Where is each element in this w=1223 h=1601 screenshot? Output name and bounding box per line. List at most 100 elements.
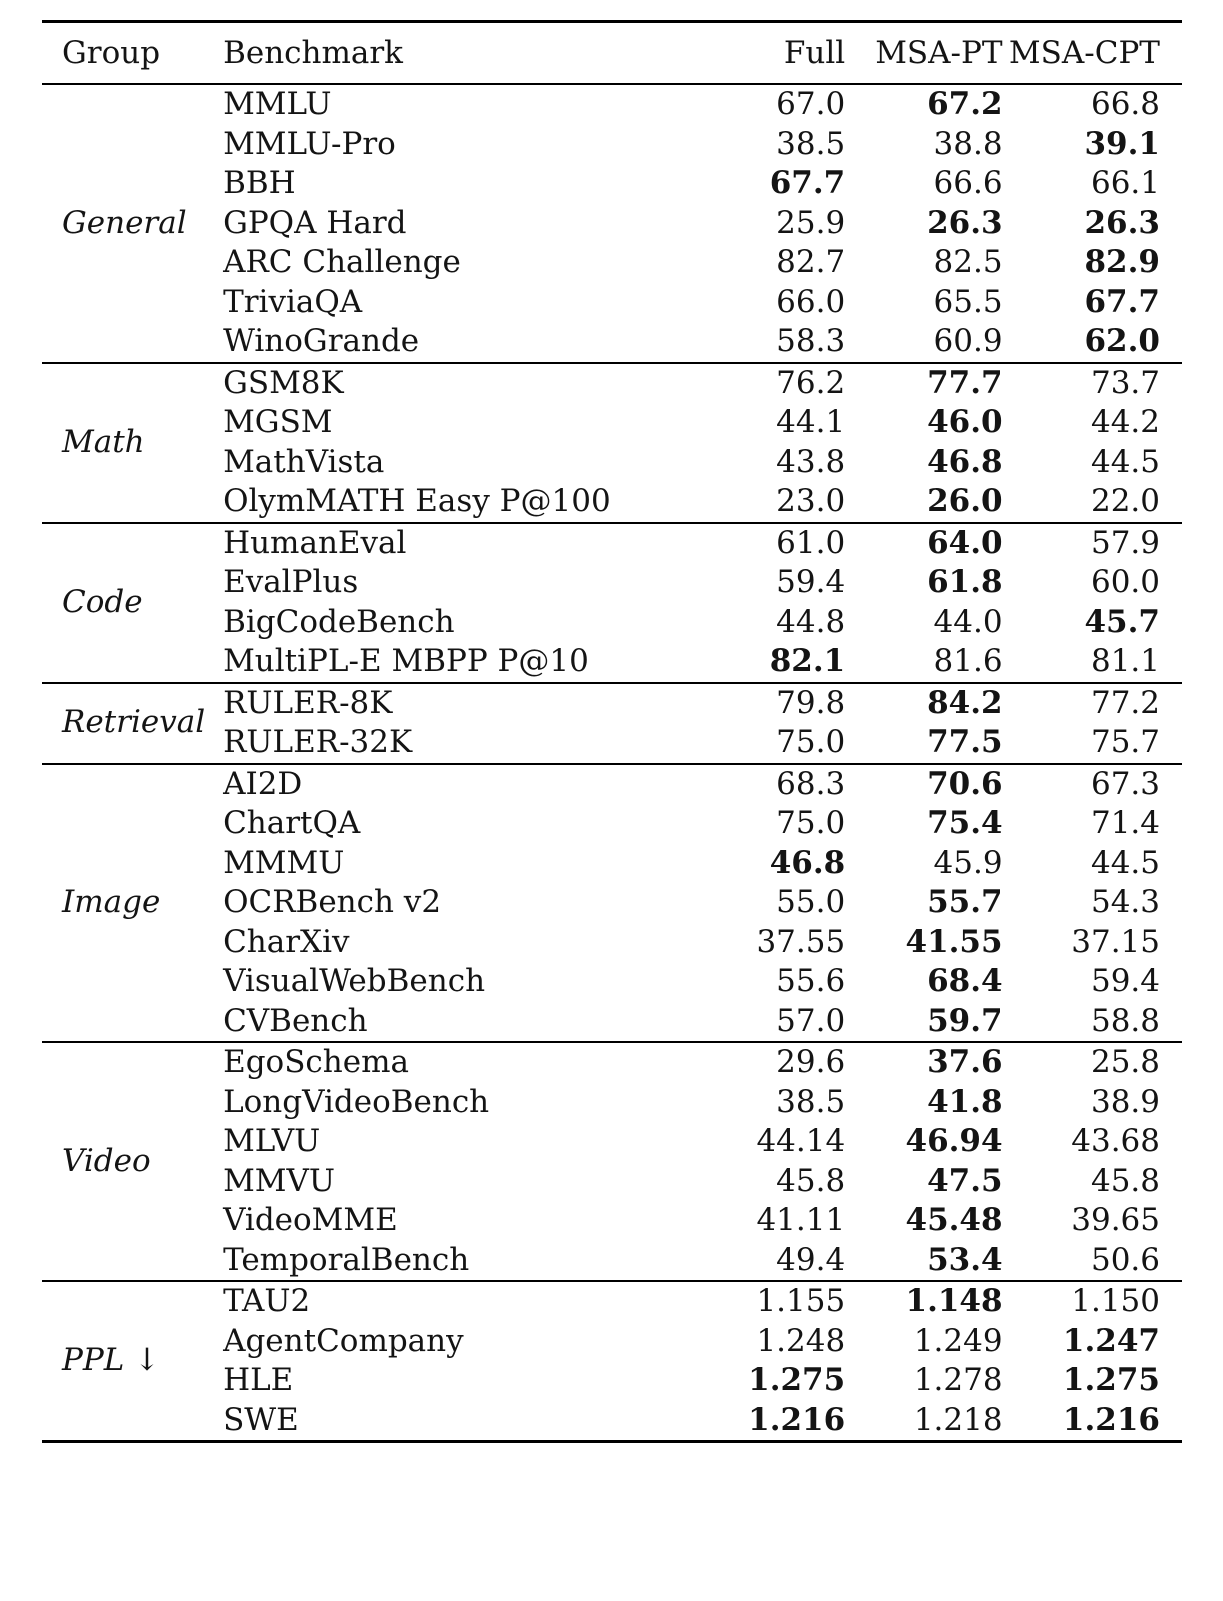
score-full: 23.0 (776, 483, 846, 519)
score-full: 46.8 (769, 844, 846, 881)
score-full: 57.0 (776, 1002, 846, 1039)
table-row: VisualWebBench 55.6 68.4 59.4 (42, 962, 1182, 1002)
score-msa-pt: 67.2 (927, 86, 1003, 122)
score-msa-pt: 68.4 (927, 963, 1003, 999)
benchmark-name: RULER-32K (223, 724, 413, 760)
score-msa-pt: 46.94 (905, 1123, 1003, 1159)
table-row: General MMLU 67.0 67.2 66.8 (42, 83, 1182, 363)
benchmark-name: MMLU (223, 86, 332, 122)
header-group: Group (42, 21, 224, 85)
benchmark-name: TriviaQA (223, 283, 363, 320)
group-section: Retrieval RULER-8K 79.8 84.2 77.2 RULER-32K 75… (42, 681, 1182, 764)
benchmark-name: SWE (223, 1400, 668, 1443)
benchmark-name: EvalPlus (223, 564, 359, 600)
score-msa-cpt: 59.4 (1090, 963, 1160, 999)
benchmark-name: AgentCompany (223, 1322, 464, 1359)
score-msa-cpt: 45.8 (1090, 1162, 1160, 1199)
score-full: 66.0 (776, 283, 846, 320)
score-full: 82.7 (776, 244, 846, 280)
score-full: 67.0 (776, 86, 846, 122)
benchmark-name: VideoMME (223, 1202, 398, 1238)
benchmark-name: MMMU (223, 844, 345, 881)
score-msa-cpt: 45.7 (1084, 603, 1160, 640)
score-msa-cpt: 43.68 (1071, 1123, 1160, 1159)
header-msa-cpt: MSA-CPT (1002, 21, 1182, 85)
table-row: MLVU 44.14 46.94 43.68 (42, 1122, 1182, 1162)
score-full: 1.275 (748, 1362, 846, 1398)
score-full: 49.4 (776, 1241, 846, 1278)
benchmark-name: CVBench (223, 1002, 368, 1039)
score-msa-pt: 46.8 (927, 443, 1003, 480)
score-msa-cpt: 1.150 (1002, 1280, 1182, 1322)
score-msa-cpt: 1.247 (1062, 1322, 1160, 1359)
score-msa-pt: 70.6 (845, 762, 1003, 804)
table-row: ChartQA 75.0 75.4 71.4 (42, 804, 1182, 844)
benchmark-name: BigCodeBench (223, 603, 455, 640)
benchmark-name: OCRBench v2 (223, 884, 442, 920)
score-full: 61.0 (667, 521, 846, 563)
score-full: 44.1 (776, 404, 846, 440)
benchmark-name: TemporalBench (223, 1241, 470, 1278)
score-full: 41.11 (756, 1202, 846, 1238)
benchmark-name: HumanEval (223, 521, 668, 563)
benchmark-name: MMVU (223, 1162, 336, 1199)
score-msa-pt: 44.0 (933, 603, 1003, 640)
group-label: Image (42, 762, 224, 1042)
benchmark-name: MLVU (223, 1123, 321, 1159)
score-msa-cpt: 73.7 (1002, 361, 1182, 403)
score-msa-pt: 1.278 (913, 1362, 1003, 1398)
score-msa-pt: 55.7 (927, 884, 1003, 920)
score-msa-pt: 75.4 (927, 805, 1003, 841)
header-full: Full (667, 21, 846, 85)
benchmark-name: MathVista (223, 443, 385, 480)
group-label: Math (42, 361, 224, 523)
score-full: 68.3 (667, 762, 846, 804)
table-row: CharXiv 37.55 41.55 37.15 (42, 923, 1182, 963)
score-msa-cpt: 50.6 (1090, 1241, 1160, 1278)
header-msa-pt: MSA-PT (845, 21, 1003, 85)
score-msa-cpt: 66.1 (1090, 165, 1160, 201)
group-label: Retrieval (42, 681, 224, 764)
score-full: 67.7 (769, 165, 846, 201)
table-row: PPL ↓ TAU2 1.155 1.148 1.150 (42, 1280, 1182, 1443)
group-label: Video (42, 1041, 224, 1281)
score-msa-cpt: 22.0 (1090, 483, 1160, 519)
group-section: Math GSM8K 76.2 77.7 73.7 MGSM 44.1 46.0 44.2 Mat… (42, 361, 1182, 523)
score-msa-pt: 26.3 (927, 204, 1003, 241)
table-row: AgentCompany 1.248 1.249 1.247 (42, 1322, 1182, 1362)
score-msa-pt: 53.4 (927, 1241, 1003, 1278)
score-msa-pt: 46.0 (927, 404, 1003, 440)
group-label: General (42, 83, 224, 363)
score-msa-cpt: 38.9 (1090, 1083, 1160, 1120)
score-msa-pt: 77.5 (927, 724, 1003, 760)
score-msa-cpt: 26.3 (1084, 204, 1160, 241)
table-row: Retrieval RULER-8K 79.8 84.2 77.2 (42, 681, 1182, 764)
score-full: 25.9 (776, 204, 846, 241)
score-full: 58.3 (776, 323, 846, 359)
score-msa-pt: 77.7 (845, 361, 1003, 403)
score-full: 37.55 (756, 923, 846, 960)
score-msa-cpt: 67.3 (1002, 762, 1182, 804)
table-row: WinoGrande 58.3 60.9 62.0 (42, 322, 1182, 363)
table-row: MMVU 45.8 47.5 45.8 (42, 1162, 1182, 1202)
benchmark-name: BBH (223, 165, 296, 201)
table-row: MultiPL-E MBPP P@10 82.1 81.6 81.1 (42, 642, 1182, 683)
score-msa-cpt: 1.216 (1002, 1400, 1182, 1443)
score-msa-pt: 82.5 (933, 244, 1003, 280)
score-msa-pt: 47.5 (927, 1162, 1003, 1199)
score-msa-pt: 84.2 (845, 681, 1003, 723)
score-msa-pt: 60.9 (933, 323, 1003, 359)
score-msa-cpt: 39.65 (1071, 1202, 1160, 1238)
table-row: GPQA Hard 25.9 26.3 26.3 (42, 204, 1182, 244)
score-full: 29.6 (667, 1041, 846, 1083)
table-row: CVBench 57.0 59.7 58.8 (42, 1002, 1182, 1043)
group-section: General MMLU 67.0 67.2 66.8 MMLU-Pro 38.5 38.8 3… (42, 83, 1182, 363)
table-row: MMLU-Pro 38.5 38.8 39.1 (42, 125, 1182, 165)
score-msa-cpt: 77.2 (1002, 681, 1182, 723)
benchmark-name: MGSM (223, 404, 333, 440)
score-full: 75.0 (776, 724, 846, 760)
table-row: Video EgoSchema 29.6 37.6 25.8 (42, 1041, 1182, 1281)
score-msa-pt: 41.55 (905, 923, 1003, 960)
table-row: Code HumanEval 61.0 64.0 57.9 (42, 521, 1182, 683)
table-row: RULER-32K 75.0 77.5 75.7 (42, 723, 1182, 764)
